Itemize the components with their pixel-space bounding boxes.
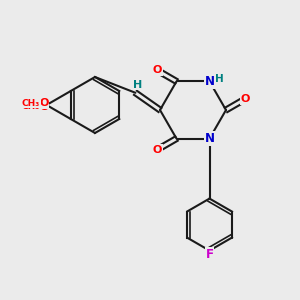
Text: O: O [153,65,162,75]
Text: H: H [215,74,224,84]
Text: O: O [39,101,49,112]
Text: F: F [206,248,214,261]
Text: CH₃: CH₃ [22,102,40,111]
Text: CH₃: CH₃ [22,99,40,108]
Text: O: O [39,98,49,109]
Text: N: N [205,75,214,88]
Text: N: N [205,132,214,145]
Text: H: H [133,80,142,90]
Text: O: O [240,94,250,104]
Text: O: O [153,145,162,154]
